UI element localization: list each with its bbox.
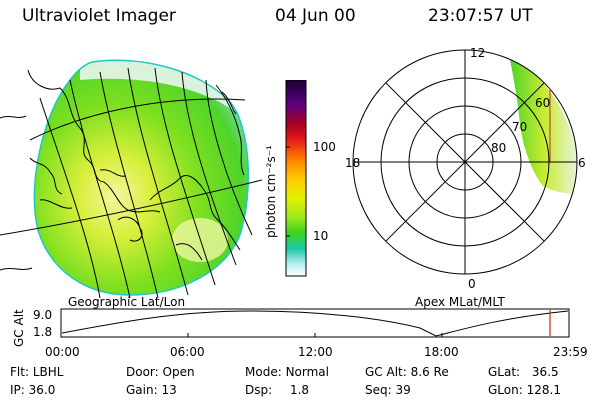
info-gcalt-value: 8.6 Re bbox=[410, 365, 449, 379]
info-seq-label: Seq: bbox=[365, 383, 392, 397]
info-dsp: Dsp: 1.8 bbox=[245, 383, 309, 397]
info-flt-value: LBHL bbox=[32, 365, 64, 379]
meridian-lines bbox=[39, 67, 253, 298]
mlt-label-18: 18 bbox=[345, 156, 361, 170]
info-door: Door: Open bbox=[126, 365, 195, 379]
header-date: 04 Jun 00 bbox=[275, 6, 356, 26]
polar-grid bbox=[352, 49, 578, 275]
altitude-curve bbox=[61, 310, 569, 337]
lat-label-60: 60 bbox=[535, 96, 551, 110]
info-glon-label: GLon: bbox=[488, 383, 523, 397]
timeline-xtick-1800: 18:00 bbox=[424, 345, 459, 359]
info-glat-label: GLat: bbox=[488, 365, 521, 379]
lat-label-70: 70 bbox=[512, 120, 528, 134]
info-gain: Gain: 13 bbox=[126, 383, 177, 397]
info-gcalt-label: GC Alt: bbox=[365, 365, 407, 379]
info-seq: Seq: 39 bbox=[365, 383, 411, 397]
colorbar bbox=[285, 80, 307, 277]
timeline-ticks bbox=[60, 333, 570, 337]
info-mode: Mode: Normal bbox=[245, 365, 329, 379]
info-ip-value: 36.0 bbox=[28, 383, 56, 397]
info-gain-value: 13 bbox=[161, 383, 177, 397]
info-dsp-label: Dsp: bbox=[245, 383, 273, 397]
info-glon-value: 128.1 bbox=[526, 383, 561, 397]
info-flt: Flt: LBHL bbox=[10, 365, 63, 379]
info-door-label: Door: bbox=[126, 365, 159, 379]
header-time: 23:07:57 UT bbox=[428, 6, 533, 26]
parallel-lines bbox=[0, 98, 262, 236]
mlt-label-0: 0 bbox=[468, 277, 476, 291]
polar-plot bbox=[352, 49, 578, 275]
info-flt-label: Flt: bbox=[10, 365, 29, 379]
timeline-ytick-9: 9.0 bbox=[33, 308, 53, 322]
info-door-value: Open bbox=[162, 365, 195, 379]
coastlines bbox=[0, 69, 245, 271]
disk-outline bbox=[33, 59, 250, 296]
info-glat: GLat: 36.5 bbox=[488, 365, 559, 379]
info-ip-label: IP: bbox=[10, 383, 25, 397]
info-dsp-value: 1.8 bbox=[289, 383, 310, 397]
info-ip: IP: 36.0 bbox=[10, 383, 55, 397]
colorbar-tick-100: 100 bbox=[313, 140, 336, 154]
timeline-xtick-2359: 23:59 bbox=[553, 345, 588, 359]
left-panel-label: Geographic Lat/Lon bbox=[68, 295, 186, 309]
app-title: Ultraviolet Imager bbox=[22, 6, 176, 26]
timeline-plot bbox=[60, 308, 570, 338]
info-mode-label: Mode: bbox=[245, 365, 282, 379]
mlt-label-12: 12 bbox=[470, 46, 486, 60]
geographic-image-panel bbox=[0, 59, 262, 298]
colorbar-tick-10: 10 bbox=[313, 229, 329, 243]
lat-label-80: 80 bbox=[491, 141, 507, 155]
info-mode-value: Normal bbox=[285, 365, 329, 379]
info-gcalt: GC Alt: 8.6 Re bbox=[365, 365, 449, 379]
info-glon: GLon: 128.1 bbox=[488, 383, 561, 397]
timeline-ylabel: GC Alt bbox=[12, 309, 26, 347]
mlt-label-6: 6 bbox=[578, 156, 586, 170]
colorbar-unit-label: photon cm⁻²s⁻¹ bbox=[264, 145, 278, 238]
timeline-xtick-0000: 00:00 bbox=[45, 345, 80, 359]
dayside-haze bbox=[80, 60, 240, 115]
info-gain-label: Gain: bbox=[126, 383, 158, 397]
info-glat-value: 36.5 bbox=[531, 365, 559, 379]
info-seq-value: 39 bbox=[395, 383, 411, 397]
timeline-xtick-1200: 12:00 bbox=[298, 345, 333, 359]
timeline-xtick-0600: 06:00 bbox=[170, 345, 205, 359]
timeline-ytick-1.8: 1.8 bbox=[33, 325, 53, 339]
polar-emission-region bbox=[510, 60, 577, 194]
right-panel-label: Apex MLat/MLT bbox=[415, 295, 505, 309]
